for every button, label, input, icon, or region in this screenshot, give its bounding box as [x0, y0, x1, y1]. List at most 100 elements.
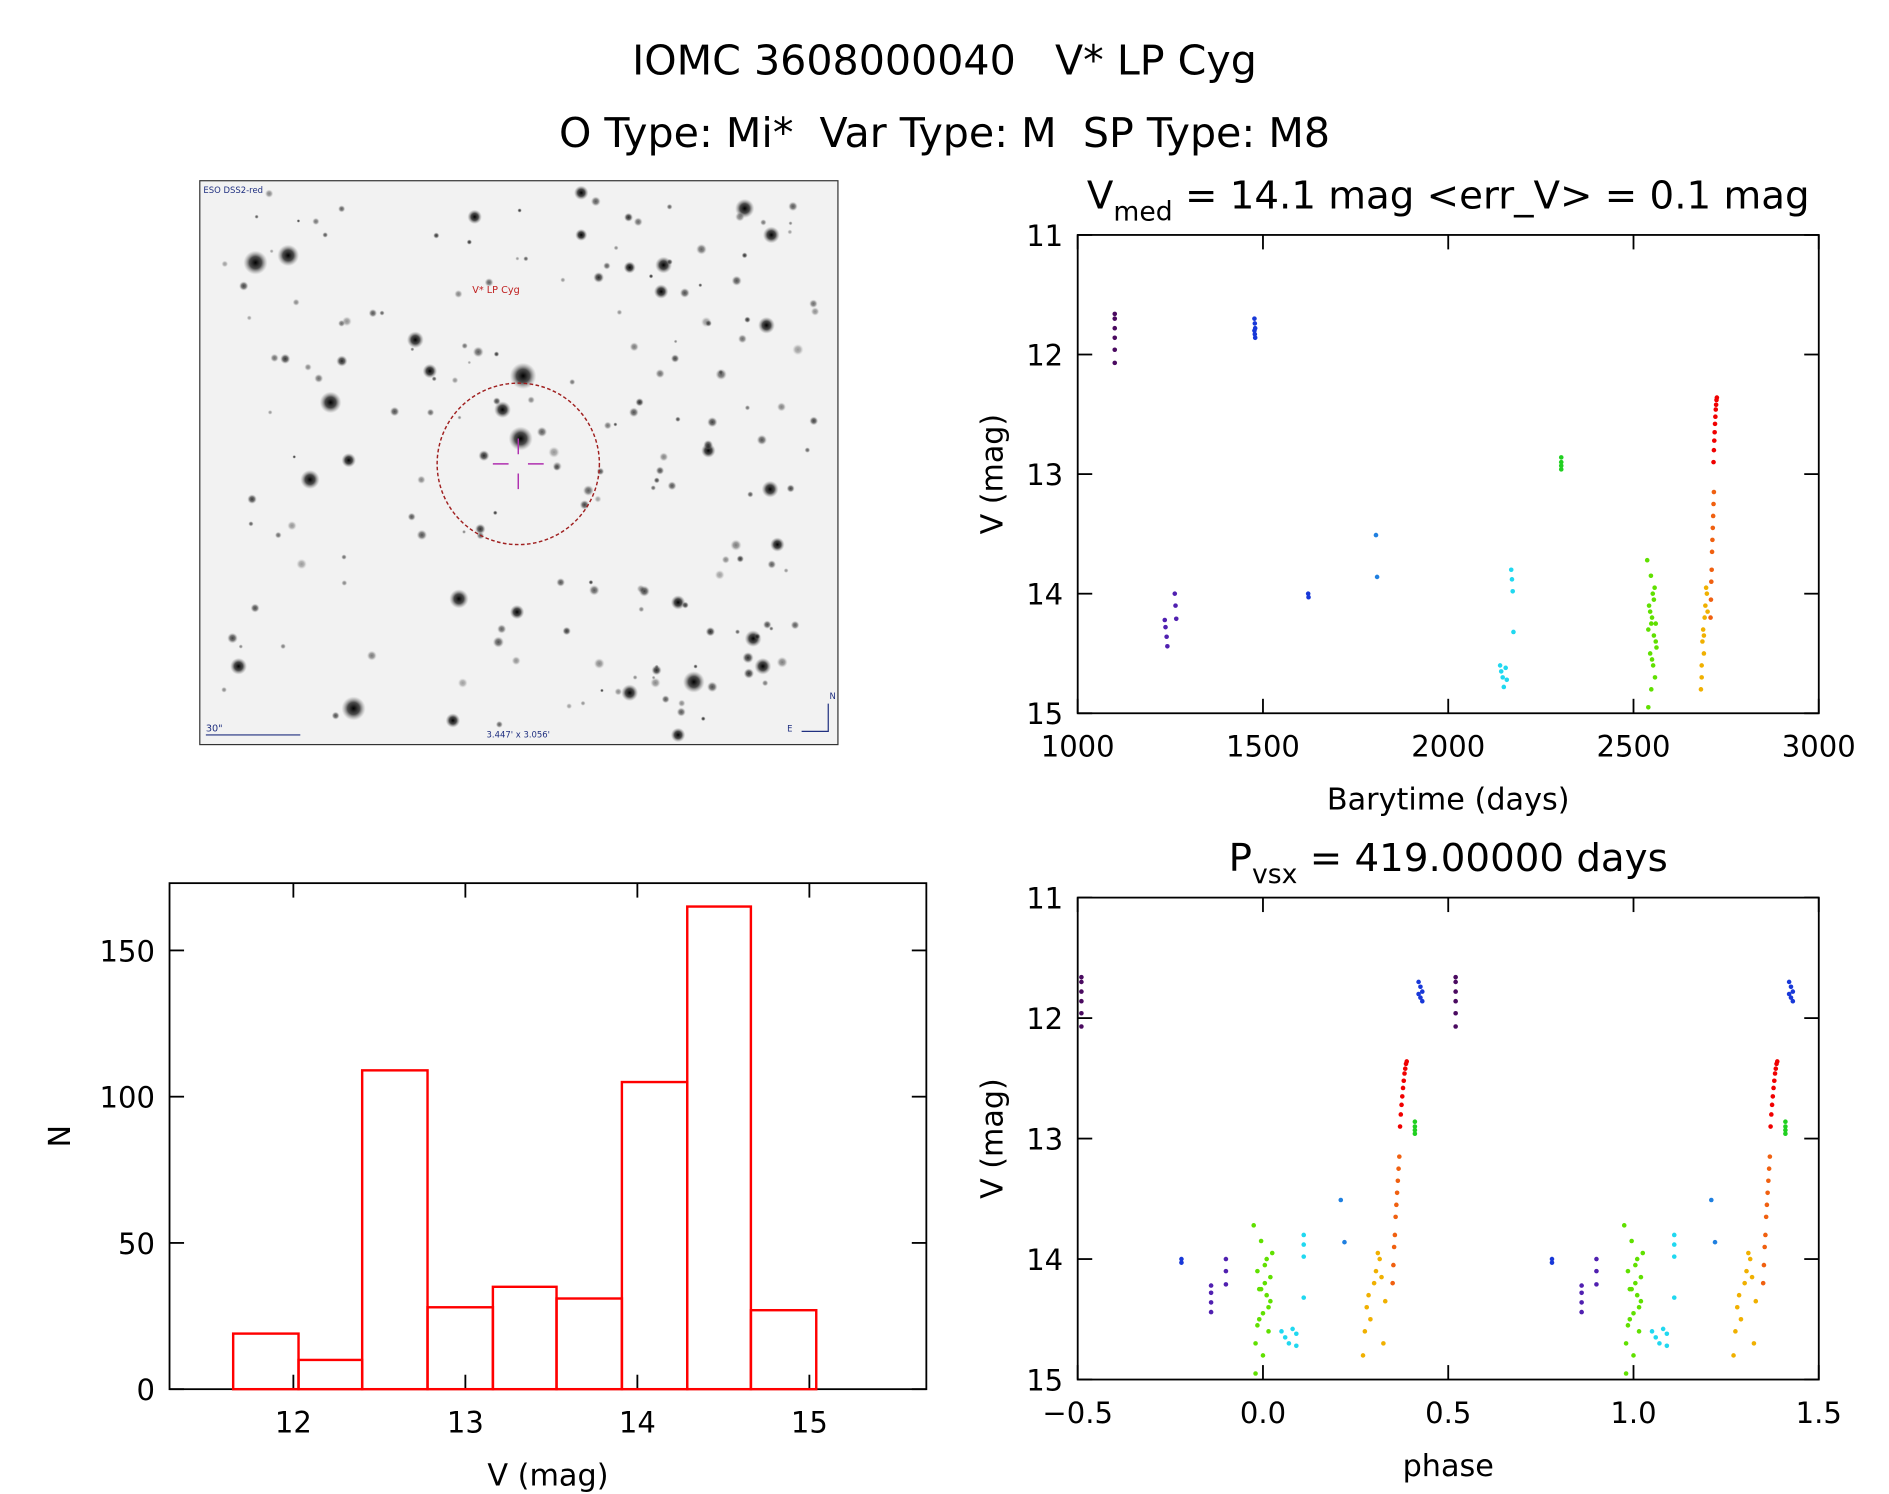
data-point	[1594, 1256, 1599, 1262]
x-tick-label: −0.5	[1042, 1396, 1113, 1430]
data-point	[1708, 615, 1713, 620]
data-point	[1290, 1326, 1295, 1332]
data-point	[1253, 1341, 1258, 1346]
data-point	[1786, 979, 1792, 985]
star	[676, 707, 686, 717]
data-point	[1172, 591, 1178, 596]
star	[809, 416, 819, 426]
star	[700, 716, 706, 722]
data-point	[1382, 1298, 1388, 1304]
star	[406, 331, 424, 349]
data-point	[1769, 1112, 1774, 1117]
star	[341, 453, 357, 468]
star	[238, 644, 244, 649]
data-point	[1418, 995, 1423, 1000]
data-point	[1711, 459, 1716, 465]
data-point	[1788, 995, 1794, 1000]
star	[754, 633, 761, 640]
data-point	[1256, 1317, 1262, 1322]
data-point	[1112, 325, 1118, 331]
star	[659, 452, 669, 462]
data-point	[1402, 1071, 1407, 1076]
data-point	[1772, 1078, 1777, 1084]
star	[379, 310, 385, 316]
data-point	[1638, 1298, 1644, 1304]
star	[783, 568, 789, 574]
star	[422, 363, 438, 379]
star	[314, 373, 324, 383]
page-subtitle: O Type: Mi* Var Type: M SP Type: M8	[559, 109, 1330, 157]
star	[451, 376, 459, 384]
aperture-circle	[436, 382, 601, 546]
star	[410, 347, 415, 352]
star	[730, 539, 742, 551]
data-point	[1558, 455, 1564, 460]
data-point	[1647, 609, 1653, 614]
star	[588, 579, 594, 585]
data-point	[1179, 1260, 1184, 1265]
histogram-bar	[231, 1332, 300, 1391]
star	[495, 720, 503, 728]
star	[296, 219, 301, 223]
data-point	[1362, 1329, 1368, 1334]
data-point	[1646, 603, 1652, 608]
histogram-bar	[491, 1285, 558, 1391]
data-point	[1649, 615, 1655, 620]
star	[221, 260, 229, 268]
star	[762, 620, 772, 629]
star	[632, 674, 638, 680]
star	[552, 461, 562, 472]
data-point	[1453, 974, 1458, 980]
data-point	[1627, 1317, 1633, 1322]
data-point	[1653, 621, 1659, 626]
data-point	[1638, 1274, 1644, 1280]
data-point	[1301, 1242, 1307, 1247]
star	[633, 217, 643, 227]
star	[706, 681, 718, 693]
data-point	[1657, 1341, 1662, 1346]
data-point	[1711, 438, 1717, 443]
star	[492, 636, 505, 648]
finder-image: ESO DSS2-red V* LP Cyg 30" 3.447' x 3.05…	[199, 180, 839, 746]
data-point	[1774, 1059, 1780, 1064]
data-point	[1710, 525, 1716, 531]
data-point	[1631, 1310, 1636, 1316]
x-axis-label: Barytime (days)	[1327, 783, 1570, 818]
star	[243, 250, 268, 275]
data-point	[1079, 1024, 1084, 1029]
x-tick-label: 1.0	[1610, 1396, 1656, 1430]
star	[670, 595, 686, 610]
data-point	[1709, 549, 1715, 555]
star	[389, 406, 400, 417]
star	[341, 554, 347, 560]
data-point	[1708, 597, 1714, 602]
data-point	[1252, 335, 1258, 341]
data-point	[1733, 1329, 1738, 1334]
data-point	[1162, 617, 1168, 623]
data-point	[1500, 675, 1506, 680]
data-point	[1402, 1066, 1408, 1071]
data-point	[1498, 669, 1504, 674]
x-tick-label: 12	[275, 1406, 312, 1440]
star	[582, 485, 594, 496]
data-point	[1208, 1309, 1214, 1315]
data-point	[1338, 1197, 1344, 1203]
star	[417, 475, 426, 484]
crosshair	[492, 438, 544, 490]
data-point	[1404, 1059, 1410, 1064]
data-point	[1699, 675, 1704, 680]
data-point	[1079, 979, 1084, 985]
chart-title-part: = 14.1 mag <err_V> = 0.1 mag	[1173, 174, 1810, 219]
data-point	[1671, 1232, 1677, 1238]
data-point	[1286, 1341, 1292, 1346]
data-point	[1373, 1268, 1379, 1274]
data-point	[1634, 1256, 1640, 1262]
plot-frame	[168, 882, 928, 1391]
data-point	[1709, 1197, 1714, 1203]
star	[682, 671, 705, 693]
data-point	[1713, 414, 1718, 419]
data-point	[1255, 1323, 1260, 1328]
y-tick-label: 11	[1026, 219, 1063, 253]
data-point	[1301, 1232, 1307, 1238]
